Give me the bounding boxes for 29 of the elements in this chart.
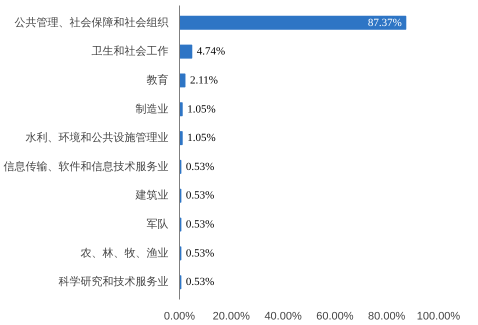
x-tick-label: 0.00% [164, 310, 196, 322]
data-label: 0.53% [186, 160, 214, 173]
bar [180, 44, 192, 59]
data-label: 2.11% [190, 74, 218, 86]
y-tick-label: 军队 [146, 218, 168, 231]
y-tick-label: 教育 [146, 73, 168, 86]
data-label: 87.37% [368, 16, 402, 29]
data-label: 0.53% [186, 218, 214, 231]
y-tick-label: 水利、环境和公共设施管理业 [26, 131, 168, 144]
data-label: 0.53% [186, 247, 214, 260]
data-label: 4.74% [196, 46, 226, 58]
y-tick-label: 信息传输、软件和信息技术服务业 [4, 160, 168, 173]
data-label: 1.05% [187, 103, 216, 116]
data-label: 1.05% [187, 132, 216, 144]
x-tick-label: 60.00% [316, 310, 354, 322]
y-tick-label: 科学研究和技术服务业 [58, 275, 168, 288]
x-tick-label: 40.00% [264, 310, 302, 322]
data-label: 0.53% [186, 190, 214, 202]
bar [180, 16, 406, 30]
bar [180, 73, 186, 88]
x-tick-label: 100.00% [416, 310, 460, 322]
y-tick-label: 公共管理、社会保障和社会组织 [14, 16, 168, 29]
y-tick-label: 制造业 [136, 102, 168, 116]
y-tick-label: 卫生和社会工作 [92, 44, 168, 58]
y-tick-label: 农、林、牧、渔业 [80, 246, 168, 260]
y-tick-label: 建筑业 [134, 188, 168, 202]
x-tick-label: 20.00% [212, 310, 250, 322]
x-tick-label: 80.00% [368, 310, 406, 322]
data-label: 0.53% [186, 276, 214, 288]
